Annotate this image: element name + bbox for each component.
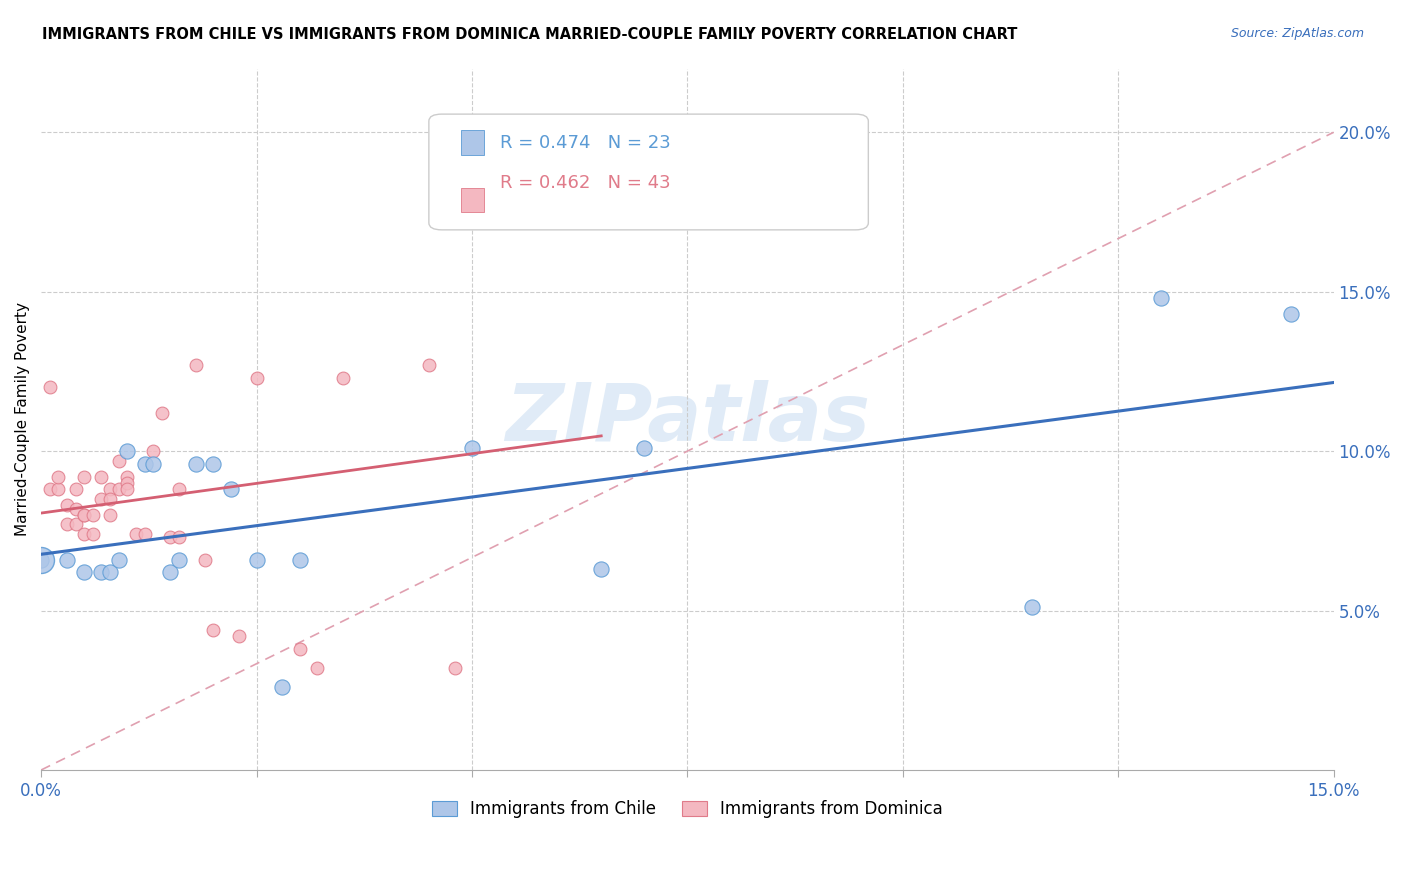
Point: [202, 623, 225, 637]
Point: [245, 371, 267, 385]
Point: [305, 661, 328, 675]
Point: [90, 469, 112, 483]
Point: [65, 483, 87, 497]
Point: [418, 358, 440, 372]
Legend: Immigrants from Chile, Immigrants from Dominica: Immigrants from Chile, Immigrants from D…: [426, 794, 949, 825]
Point: [443, 661, 465, 675]
Point: [159, 566, 181, 580]
Text: ZIPatlas: ZIPatlas: [505, 380, 870, 458]
Point: [30, 552, 52, 566]
Point: [98, 483, 121, 497]
Point: [65, 517, 87, 532]
Point: [117, 476, 139, 491]
Point: [38, 380, 60, 394]
Point: [186, 358, 208, 372]
Point: [1150, 291, 1173, 305]
Point: [73, 527, 96, 541]
Point: [38, 483, 60, 497]
Point: [73, 508, 96, 522]
Point: [125, 527, 148, 541]
Point: [1021, 600, 1043, 615]
Text: R = 0.474   N = 23: R = 0.474 N = 23: [501, 134, 671, 152]
Point: [219, 483, 242, 497]
Point: [30, 552, 52, 566]
FancyBboxPatch shape: [461, 130, 485, 155]
Text: IMMIGRANTS FROM CHILE VS IMMIGRANTS FROM DOMINICA MARRIED-COUPLE FAMILY POVERTY : IMMIGRANTS FROM CHILE VS IMMIGRANTS FROM…: [42, 27, 1018, 42]
Point: [56, 552, 79, 566]
Point: [159, 530, 181, 544]
Point: [591, 562, 613, 576]
Point: [150, 406, 173, 420]
Point: [167, 483, 190, 497]
Point: [1279, 307, 1302, 321]
Point: [134, 457, 156, 471]
Point: [142, 457, 165, 471]
Point: [117, 444, 139, 458]
Point: [142, 444, 165, 458]
Point: [591, 189, 613, 203]
Point: [56, 499, 79, 513]
Point: [46, 469, 69, 483]
Point: [332, 371, 354, 385]
Point: [461, 441, 484, 455]
Point: [271, 680, 294, 694]
Point: [82, 527, 104, 541]
FancyBboxPatch shape: [429, 114, 869, 230]
Point: [98, 491, 121, 506]
FancyBboxPatch shape: [461, 188, 485, 212]
Point: [288, 552, 311, 566]
Point: [134, 527, 156, 541]
Text: Source: ZipAtlas.com: Source: ZipAtlas.com: [1230, 27, 1364, 40]
Y-axis label: Married-Couple Family Poverty: Married-Couple Family Poverty: [15, 302, 30, 536]
Point: [288, 641, 311, 656]
Point: [90, 566, 112, 580]
Point: [202, 457, 225, 471]
Text: R = 0.462   N = 43: R = 0.462 N = 43: [501, 174, 671, 192]
Point: [194, 552, 217, 566]
Point: [56, 517, 79, 532]
Point: [117, 483, 139, 497]
Point: [90, 491, 112, 506]
Point: [228, 629, 250, 643]
Point: [46, 483, 69, 497]
Point: [98, 508, 121, 522]
Point: [167, 530, 190, 544]
Point: [98, 566, 121, 580]
Point: [167, 552, 190, 566]
Point: [633, 441, 655, 455]
Point: [107, 483, 129, 497]
Point: [73, 566, 96, 580]
Point: [245, 552, 267, 566]
Point: [73, 508, 96, 522]
Point: [82, 508, 104, 522]
Point: [107, 552, 129, 566]
Point: [65, 501, 87, 516]
Point: [117, 469, 139, 483]
Point: [73, 469, 96, 483]
Point: [107, 453, 129, 467]
Point: [186, 457, 208, 471]
